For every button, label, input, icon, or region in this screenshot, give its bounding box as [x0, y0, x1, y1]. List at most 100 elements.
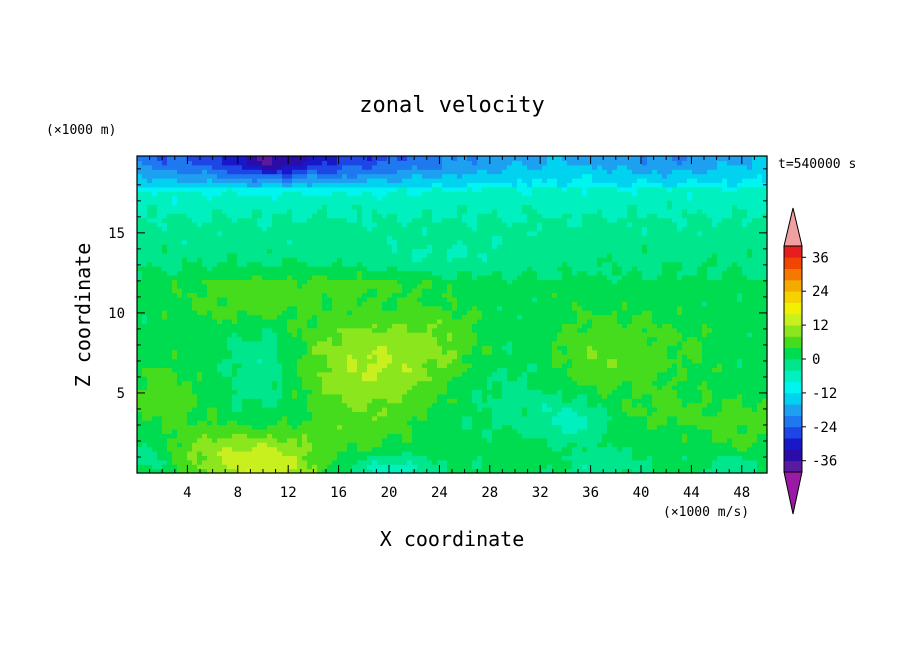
field-cell — [612, 442, 618, 448]
field-cell — [432, 433, 438, 439]
field-cell — [597, 323, 603, 329]
field-cell — [722, 402, 728, 408]
field-cell — [262, 301, 268, 307]
field-cell — [377, 415, 383, 421]
field-cell — [387, 464, 393, 470]
field-cell — [752, 389, 758, 395]
field-cell — [652, 437, 658, 443]
field-cell — [142, 437, 148, 443]
field-cell — [557, 327, 563, 333]
field-cell — [437, 305, 443, 311]
field-cell — [412, 318, 418, 324]
field-cell — [627, 420, 633, 426]
field-cell — [387, 393, 393, 399]
field-cell — [402, 362, 408, 368]
field-cell — [277, 433, 283, 439]
field-cell — [557, 340, 563, 346]
field-cell — [237, 336, 243, 342]
field-cell — [577, 314, 583, 320]
field-cell — [427, 362, 433, 368]
field-cell — [387, 332, 393, 338]
field-cell — [757, 362, 763, 368]
field-cell — [727, 345, 733, 351]
field-cell — [647, 415, 653, 421]
field-cell — [682, 349, 688, 355]
field-cell — [442, 450, 448, 456]
field-cell — [222, 402, 228, 408]
field-cell — [632, 450, 638, 456]
field-cell — [247, 349, 253, 355]
field-cell — [282, 464, 288, 470]
field-cell — [242, 389, 248, 395]
field-cell — [747, 340, 753, 346]
field-cell — [162, 446, 168, 452]
field-cell — [532, 464, 538, 470]
field-cell — [137, 384, 143, 390]
field-cell — [727, 464, 733, 470]
field-cell — [552, 415, 558, 421]
field-cell — [152, 384, 158, 390]
field-cell — [137, 389, 143, 395]
field-cell — [717, 393, 723, 399]
field-cell — [332, 340, 338, 346]
field-cell — [342, 464, 348, 470]
field-cell — [582, 424, 588, 430]
field-cell — [532, 354, 538, 360]
field-cell — [422, 398, 428, 404]
field-cell — [742, 371, 748, 377]
field-cell — [727, 406, 733, 412]
field-cell — [297, 402, 303, 408]
field-cell — [347, 446, 353, 452]
field-cell — [662, 437, 668, 443]
field-cell — [672, 468, 678, 474]
field-cell — [222, 314, 228, 320]
field-cell — [742, 310, 748, 316]
field-cell — [517, 464, 523, 470]
field-cell — [207, 349, 213, 355]
field-cell — [327, 354, 333, 360]
field-cell — [562, 332, 568, 338]
field-cell — [192, 437, 198, 443]
field-cell — [472, 354, 478, 360]
field-cell — [182, 464, 188, 470]
field-cell — [342, 415, 348, 421]
field-cell — [667, 468, 673, 474]
field-cell — [367, 380, 373, 386]
field-cell — [457, 402, 463, 408]
field-cell — [697, 305, 703, 311]
field-cell — [507, 402, 513, 408]
field-cell — [647, 349, 653, 355]
field-cell — [717, 406, 723, 412]
field-cell — [482, 433, 488, 439]
field-cell — [287, 327, 293, 333]
field-cell — [352, 393, 358, 399]
field-cell — [312, 433, 318, 439]
field-cell — [482, 340, 488, 346]
field-cell — [282, 310, 288, 316]
field-cell — [452, 450, 458, 456]
field-cell — [442, 345, 448, 351]
field-cell — [347, 455, 353, 461]
field-cell — [587, 305, 593, 311]
field-cell — [227, 398, 233, 404]
field-cell — [722, 446, 728, 452]
field-cell — [607, 358, 613, 364]
field-cell — [502, 336, 508, 342]
field-cell — [592, 450, 598, 456]
field-cell — [632, 384, 638, 390]
field-cell — [317, 301, 323, 307]
field-cell — [157, 398, 163, 404]
field-cell — [707, 411, 713, 417]
field-cell — [577, 442, 583, 448]
field-cell — [287, 318, 293, 324]
field-cell — [347, 336, 353, 342]
field-cell — [227, 305, 233, 311]
field-cell — [732, 310, 738, 316]
field-cell — [622, 393, 628, 399]
field-cell — [242, 446, 248, 452]
field-cell — [162, 459, 168, 465]
field-cell — [552, 424, 558, 430]
field-cell — [672, 455, 678, 461]
field-cell — [262, 336, 268, 342]
field-cell — [527, 393, 533, 399]
